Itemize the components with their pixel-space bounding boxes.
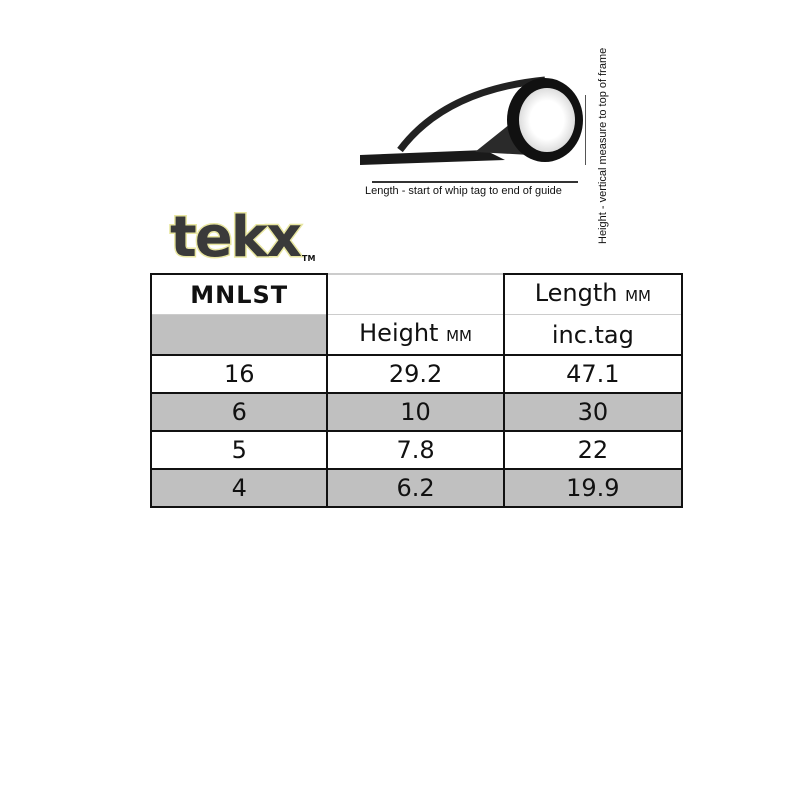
svg-text:tekx: tekx [170,205,302,264]
height-cell: 10 [326,392,505,432]
height-header: Height MM [326,314,505,356]
height-cell: 6.2 [326,468,505,508]
table-row: 16 29.2 47.1 [149,354,684,394]
table-row: 4 6.2 19.9 [149,468,684,508]
size-cell: 16 [149,354,329,394]
size-cell: 4 [149,468,329,508]
length-cell: 30 [502,392,684,432]
length-unit: MM [625,287,651,305]
height-caption: Height - vertical measure to top of fram… [597,47,609,244]
height-header-label: Height [359,319,439,347]
height-cell: 29.2 [326,354,505,394]
height-unit: MM [446,327,472,345]
length-subheader: inc.tag [502,314,684,356]
shaded-header-cell [149,314,329,356]
length-header-label: Length [534,279,618,307]
line-guide-image [360,76,583,165]
table-subheader-row: Height MM inc.tag [149,314,684,356]
height-cell: 7.8 [326,430,505,470]
length-header: Length MM [502,273,684,315]
length-cell: 47.1 [502,354,684,394]
tekx-logo: tekx TM [169,204,316,264]
size-cell: 6 [149,392,329,432]
length-cell: 22 [502,430,684,470]
model-header: MNLST [149,273,329,315]
table-row: 6 10 30 [149,392,684,432]
table-row: 5 7.8 22 [149,430,684,470]
empty-header-cell [326,273,505,315]
size-cell: 5 [149,430,329,470]
length-caption: Length - start of whip tag to end of gui… [365,185,562,197]
length-indicator-line [372,181,578,183]
svg-text:TM: TM [302,254,315,263]
length-cell: 19.9 [502,468,684,508]
height-indicator-line [585,95,586,165]
table-header-row: MNLST Length MM [149,273,684,315]
size-table: MNLST Length MM Height MM inc.tag 16 29.… [149,273,684,508]
